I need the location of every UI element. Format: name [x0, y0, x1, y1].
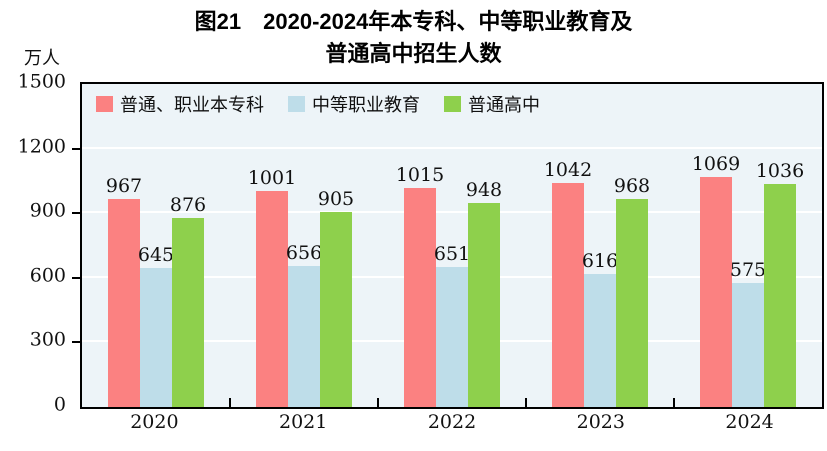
plot-area: 普通、职业本专科 中等职业教育 普通高中 967 645 876 1001 656 905 10… — [72, 82, 824, 409]
x-axis-label: 2020 — [130, 411, 179, 433]
bar-value-label: 651 — [433, 242, 471, 265]
y-axis-unit-label: 万人 — [24, 48, 60, 69]
bar-value-label: 1042 — [543, 158, 593, 181]
bar-column: 967 — [105, 174, 143, 407]
bar-value-label: 967 — [105, 174, 143, 197]
bar-group: 967 645 876 — [82, 84, 230, 407]
bar — [108, 198, 140, 407]
bar-value-label: 905 — [317, 188, 355, 211]
bar — [436, 266, 468, 407]
x-axis-tick — [377, 398, 379, 407]
x-axis-labels: 2020 2021 2022 2023 2024 — [80, 411, 824, 441]
bar-value-label: 948 — [465, 178, 503, 201]
legend-label: 中等职业教育 — [312, 95, 420, 116]
chart-legend: 普通、职业本专科 中等职业教育 普通高中 — [96, 91, 540, 117]
chart-title-line2: 普通高中招生人数 — [325, 40, 502, 66]
bar — [320, 212, 352, 407]
bar-column: 575 — [729, 259, 767, 407]
y-tick-label: 600 — [29, 264, 66, 287]
bar — [616, 198, 648, 407]
bar-group: 1001 656 905 — [230, 84, 378, 407]
bar-column: 876 — [169, 194, 207, 407]
bar-value-label: 1069 — [691, 152, 741, 175]
gridline — [82, 146, 822, 149]
y-tick-label: 0 — [53, 393, 66, 416]
bar — [700, 176, 732, 407]
bar-column: 656 — [285, 241, 323, 407]
bar-column: 905 — [317, 188, 355, 407]
bar-group: 1042 616 968 — [526, 84, 674, 407]
bar-column: 1042 — [544, 160, 592, 407]
y-axis-tick — [72, 212, 80, 215]
y-axis-tick — [72, 147, 80, 150]
bar — [732, 283, 764, 407]
legend-label: 普通高中 — [468, 95, 540, 116]
bar — [172, 218, 204, 407]
legend-swatch — [444, 96, 461, 112]
bar-column: 1036 — [756, 161, 804, 407]
bar-value-label: 1015 — [395, 164, 445, 187]
bar — [404, 188, 436, 407]
y-tick-label: 900 — [29, 199, 66, 222]
x-axis-label: 2024 — [725, 411, 774, 433]
bar — [584, 274, 616, 407]
bar-value-label: 616 — [581, 250, 619, 273]
bar — [764, 183, 796, 407]
legend-swatch — [288, 96, 305, 112]
x-axis-tick — [229, 398, 231, 407]
legend-item: 普通高中 — [444, 91, 540, 117]
bar-group: 1069 575 1036 — [674, 84, 822, 407]
bar-group: 1015 651 948 — [378, 84, 526, 407]
legend-swatch — [96, 96, 113, 112]
legend-item: 普通、职业本专科 — [96, 91, 264, 117]
bar-value-label: 968 — [613, 174, 651, 197]
y-tick-label: 1500 — [17, 70, 66, 93]
bar-column: 1001 — [248, 169, 296, 407]
chart-title-line1: 图21 2020-2024年本专科、中等职业教育及 — [194, 9, 633, 34]
bar — [552, 182, 584, 407]
bar-column: 948 — [465, 178, 503, 407]
chart-title: 图21 2020-2024年本专科、中等职业教育及 普通高中招生人数 — [0, 6, 827, 70]
y-axis-tick — [72, 276, 80, 279]
y-tick-label: 1200 — [17, 135, 66, 158]
y-tick-label: 300 — [29, 328, 66, 351]
gridline — [82, 211, 822, 214]
bar-value-label: 645 — [137, 244, 175, 267]
bar — [256, 191, 288, 407]
y-axis-tick — [72, 341, 80, 344]
bar — [140, 268, 172, 407]
bar-value-label: 575 — [729, 259, 767, 282]
bar-column: 968 — [613, 174, 651, 407]
bar-column: 1015 — [396, 166, 444, 407]
bar-column: 1069 — [692, 154, 740, 407]
x-axis-label: 2022 — [427, 411, 477, 433]
bar-value-label: 656 — [285, 241, 323, 264]
bar-value-label: 1001 — [247, 167, 297, 190]
legend-label: 普通、职业本专科 — [120, 95, 264, 116]
x-axis-label: 2023 — [576, 411, 625, 433]
bar-value-label: 1036 — [755, 159, 805, 182]
bar-column: 651 — [433, 242, 471, 407]
bar — [468, 202, 500, 407]
x-axis-tick — [525, 398, 527, 407]
bar — [288, 265, 320, 407]
bar-value-label: 876 — [169, 194, 207, 217]
legend-item: 中等职业教育 — [288, 91, 420, 117]
x-axis-label: 2021 — [279, 411, 328, 433]
x-axis-tick — [673, 398, 675, 407]
bar-column: 616 — [581, 250, 619, 407]
y-axis-labels: 1500 1200 900 600 300 0 — [0, 71, 70, 416]
bar-column: 645 — [137, 244, 175, 407]
